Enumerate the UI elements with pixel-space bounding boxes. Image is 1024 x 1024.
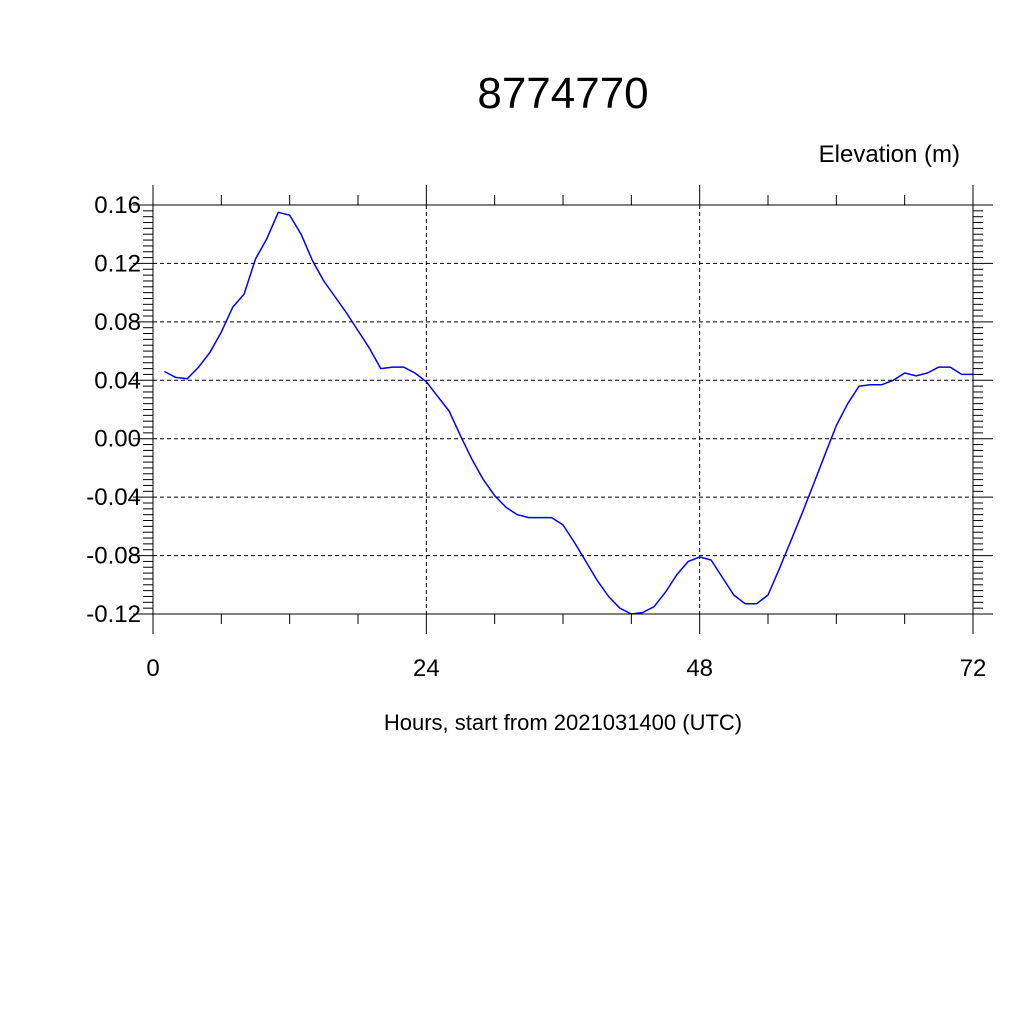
y-tick-label: 0.12 [94,250,141,277]
x-tick-label: 72 [960,655,987,682]
y-tick-label: 0.16 [94,192,141,219]
y-tick-label: 0.04 [94,367,141,394]
axis-ticks [133,185,993,634]
x-tick-label: 24 [413,655,440,682]
grid [152,204,974,615]
y-tick-label: 0.00 [94,426,141,453]
series-line [164,211,973,615]
x-axis-label: Hours, start from 2021031400 (UTC) [384,710,742,735]
x-tick-label: 48 [686,655,713,682]
y-tick-label: -0.08 [86,543,141,570]
y-tick-label: 0.08 [94,309,141,336]
plot-frame [152,204,974,615]
tick-labels: -0.12 -0.08 -0.04 0.00 0.04 0.08 0.12 0.16 0 24 48… [86,192,986,682]
y-tick-label: -0.04 [86,484,141,511]
plot-area [164,211,973,615]
y-tick-label: -0.12 [86,601,141,628]
x-tick-label: 0 [146,655,159,682]
chart-title: 8774770 [477,69,648,118]
units-label: Elevation (m) [819,141,960,168]
